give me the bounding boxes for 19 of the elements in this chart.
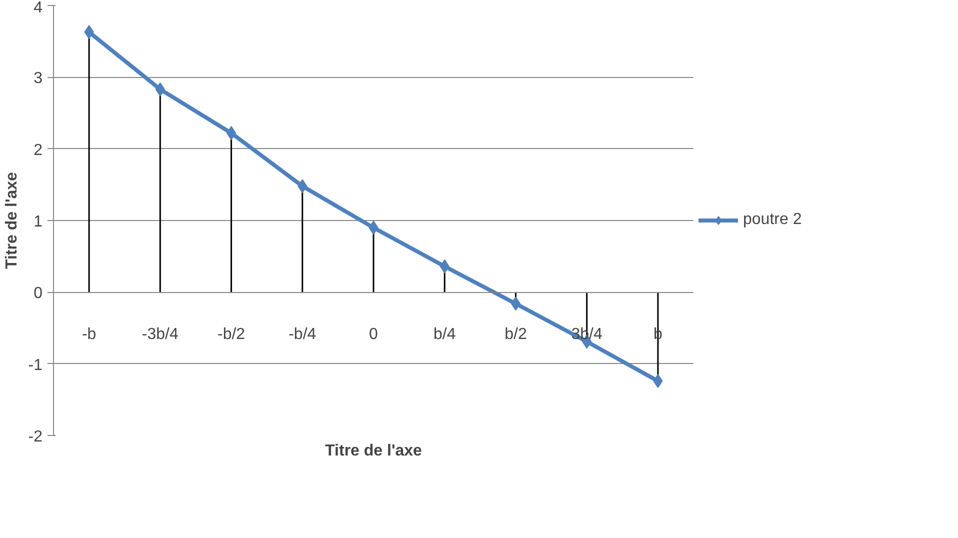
point	[226, 126, 236, 140]
x-tick-label: b/2	[504, 326, 527, 344]
point	[510, 296, 521, 311]
y-axis-title: Titre de l'axe	[3, 172, 20, 269]
y-tick-label: 3	[34, 70, 43, 88]
x-tick-label: -3b/4	[142, 326, 179, 344]
y-tick-label: 2	[34, 142, 43, 159]
y-tick-label: -2	[28, 428, 43, 446]
x-tick-label: -b/2	[217, 326, 246, 344]
y-tick-label: 1	[34, 214, 43, 230]
y-tick-label: 0	[34, 285, 43, 302]
y-tick-label: -1	[28, 356, 43, 374]
x-axis-title: Titre de l'axe	[325, 442, 422, 460]
x-tick-label: -b	[82, 326, 96, 344]
legend-label: poutre 2	[743, 211, 802, 229]
x-tick-label: 0	[369, 326, 378, 344]
y-tick-label: 4	[34, 0, 43, 16]
x-tick-label: -b/4	[288, 326, 316, 344]
x-tick-label: b/4	[433, 326, 456, 344]
